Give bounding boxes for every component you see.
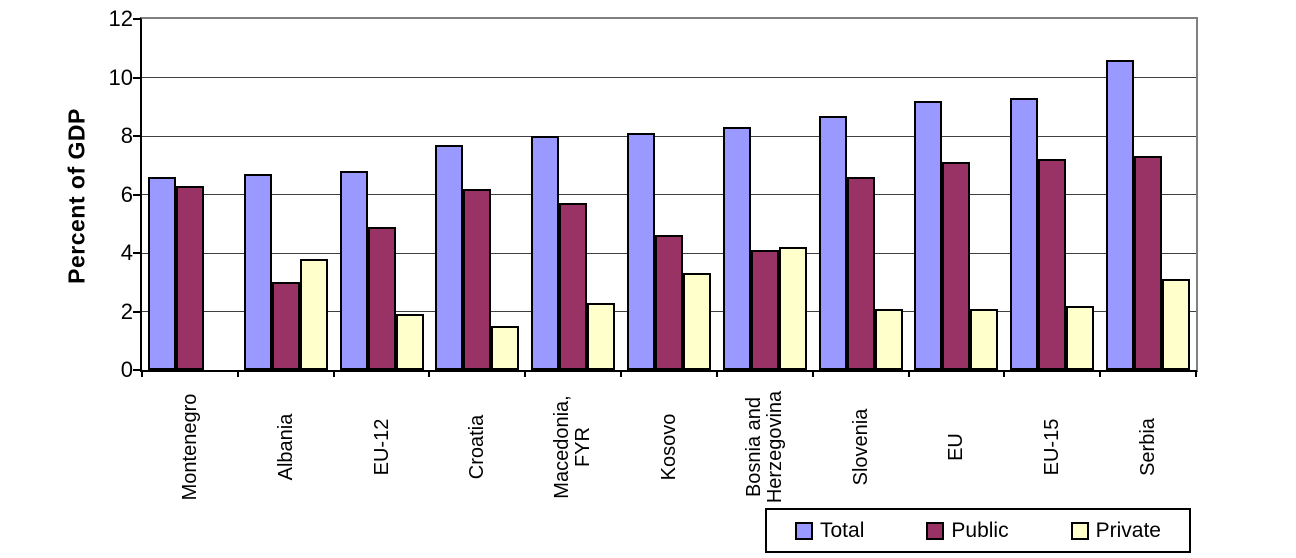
y-tick-mark-0: [133, 369, 142, 371]
bar-total-montenegro: [148, 177, 176, 370]
bar-total-eu-15: [1010, 98, 1038, 370]
x-tick-mark-4: [524, 370, 526, 377]
x-tick-mark-11: [1195, 370, 1197, 377]
bar-total-slovenia: [819, 116, 847, 370]
bar-total-albania: [244, 174, 272, 370]
legend-entry-total: Total: [795, 520, 864, 541]
x-tick-mark-5: [620, 370, 622, 377]
bar-public-bosnia-and-herzegovina: [751, 250, 779, 370]
x-tick-mark-0: [141, 370, 143, 377]
gridline-6: [142, 194, 1196, 195]
bar-total-croatia: [435, 145, 463, 370]
bar-private-slovenia: [875, 309, 903, 370]
y-tick-mark-10: [133, 76, 142, 79]
bar-total-kosovo: [627, 133, 655, 370]
y-tick-mark-6: [133, 193, 142, 196]
y-tick-mark-2: [133, 310, 142, 313]
y-tick-mark-4: [133, 252, 142, 254]
x-category-label-croatia: Croatia: [465, 414, 488, 480]
bar-total-macedonia-fyr: [531, 136, 559, 370]
x-tick-mark-1: [237, 370, 239, 377]
y-tick-label-2: 2: [120, 298, 133, 324]
x-category-label-albania: Albania: [274, 413, 297, 481]
x-tick-mark-7: [812, 370, 814, 377]
y-tick-label-12: 12: [108, 6, 133, 31]
y-tick-label-4: 4: [120, 240, 133, 265]
plot-area: [140, 17, 1198, 372]
x-tick-mark-3: [428, 370, 430, 377]
legend-label-public: Public: [951, 519, 1009, 542]
legend-label-private: Private: [1095, 519, 1161, 542]
x-tick-mark-10: [1099, 370, 1101, 377]
legend-swatch-total: [795, 521, 813, 540]
bar-private-macedonia-fyr: [587, 303, 615, 370]
x-tick-mark-9: [1003, 370, 1005, 377]
legend-swatch-public: [926, 521, 945, 540]
bar-public-macedonia-fyr: [559, 203, 587, 370]
x-category-label-kosovo: Kosovo: [657, 413, 680, 481]
bar-private-croatia: [491, 326, 519, 370]
legend-entry-private: Private: [1070, 519, 1161, 542]
x-category-label-eu-12: EU-12: [370, 418, 393, 476]
bar-private-eu-12: [396, 314, 424, 370]
bar-public-montenegro: [176, 186, 204, 370]
y-tick-label-10: 10: [108, 64, 133, 90]
gridline-10: [142, 77, 1196, 78]
bar-total-bosnia-and-herzegovina: [723, 127, 751, 370]
x-tick-mark-2: [333, 370, 335, 377]
bar-public-slovenia: [847, 177, 875, 370]
legend-swatch-private: [1070, 521, 1089, 540]
y-tick-label-0: 0: [120, 357, 133, 382]
bar-total-eu: [914, 101, 942, 370]
bar-public-croatia: [463, 189, 491, 370]
gridline-8: [142, 135, 1196, 137]
y-tick-label-6: 6: [120, 181, 133, 207]
bar-total-eu-12: [340, 171, 368, 370]
bar-public-albania: [272, 282, 300, 370]
y-tick-mark-12: [133, 18, 142, 20]
y-tick-label-8: 8: [120, 123, 133, 148]
bar-total-serbia: [1106, 60, 1134, 370]
bar-private-kosovo: [683, 273, 711, 370]
bar-private-serbia: [1162, 279, 1190, 370]
bar-public-kosovo: [655, 235, 683, 370]
legend-entry-public: Public: [926, 519, 1009, 542]
bar-public-eu: [942, 162, 970, 370]
x-category-label-montenegro: Montenegro: [178, 393, 201, 501]
y-axis-title: Percent of GDP: [63, 108, 90, 284]
x-category-label-macedonia-fyr: Macedonia, FYR: [551, 395, 594, 499]
bar-private-eu-15: [1066, 306, 1094, 370]
legend: Total Public Private: [765, 508, 1191, 553]
bar-public-serbia: [1134, 156, 1162, 370]
x-tick-mark-8: [908, 370, 910, 377]
y-tick-mark-8: [133, 135, 142, 137]
legend-label-total: Total: [820, 519, 865, 542]
bar-public-eu-12: [368, 227, 396, 370]
bar-private-bosnia-and-herzegovina: [779, 247, 807, 370]
bar-private-albania: [300, 259, 328, 370]
bar-public-eu-15: [1038, 159, 1066, 370]
bar-private-eu: [970, 309, 998, 370]
x-tick-mark-6: [716, 370, 718, 377]
